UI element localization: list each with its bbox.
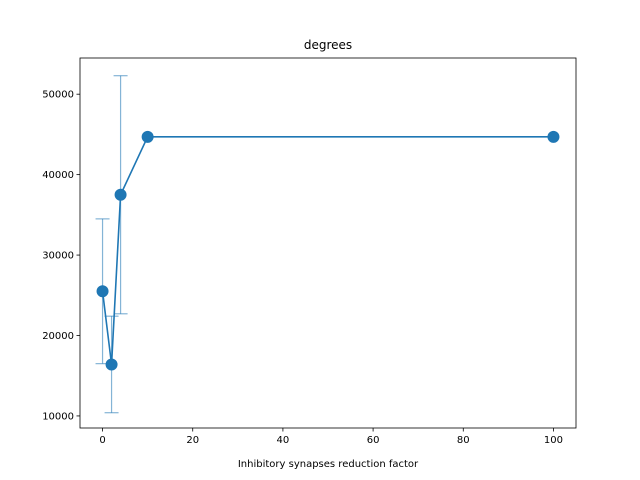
data-point <box>141 130 154 143</box>
x-tick-label: 40 <box>277 435 290 446</box>
x-axis-label: Inhibitory synapses reduction factor <box>238 459 419 470</box>
x-tick-label: 80 <box>457 435 470 446</box>
y-tick-label: 30000 <box>42 251 74 262</box>
x-tick-label: 0 <box>99 435 105 446</box>
data-point <box>114 188 127 201</box>
data-point <box>547 130 560 143</box>
plot-area: 0 20 40 60 80 100 10000 20000 30000 40000 50000 <box>42 57 577 446</box>
y-tick-label: 20000 <box>42 331 74 342</box>
series-line <box>101 136 554 365</box>
x-tick-label: 100 <box>544 435 563 446</box>
data-point <box>105 358 118 371</box>
chart-title: degrees <box>304 38 352 52</box>
y-tick-label: 50000 <box>42 90 74 101</box>
axes-frame <box>79 57 577 429</box>
x-tick-label: 60 <box>367 435 380 446</box>
x-tick-label: 20 <box>186 435 199 446</box>
y-tick-label: 10000 <box>42 411 74 422</box>
data-point <box>96 285 109 298</box>
y-tick-label: 40000 <box>42 170 74 181</box>
